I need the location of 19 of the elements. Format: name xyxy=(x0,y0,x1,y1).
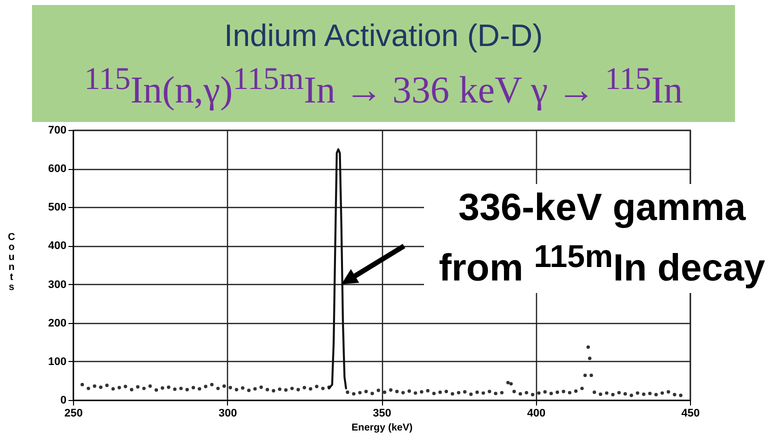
y-tick-label: 400 xyxy=(48,240,66,252)
x-tick-label: 300 xyxy=(218,408,237,420)
chart-title: Indium Activation (D-D) xyxy=(223,17,544,55)
annotation: 336-keV gamma from $^{115m}$In decay xyxy=(424,184,780,293)
y-tick-label: 200 xyxy=(48,317,66,330)
y-tick-label: 500 xyxy=(48,202,66,214)
y-tick-label: 100 xyxy=(48,356,66,368)
x-tick-label: 250 xyxy=(64,408,83,420)
x-axis-title: Energy (keV) xyxy=(351,422,413,434)
x-tick-label: 400 xyxy=(527,408,546,420)
y-tick-label: 600 xyxy=(48,163,66,176)
y-tick-label: 700 xyxy=(48,124,66,136)
y-tick-label: 0 xyxy=(60,394,66,406)
x-tick-label: 450 xyxy=(681,408,700,420)
x-tick-label: 350 xyxy=(372,408,392,420)
line-series xyxy=(328,148,348,390)
y-axis-title: Counts xyxy=(6,232,17,292)
y-tick-label: 300 xyxy=(48,278,66,291)
chart-subtitle: $^{115}$In(n,γ)$^{115m}$In → 336 keV γ → $^{115}$In xyxy=(83,60,684,114)
